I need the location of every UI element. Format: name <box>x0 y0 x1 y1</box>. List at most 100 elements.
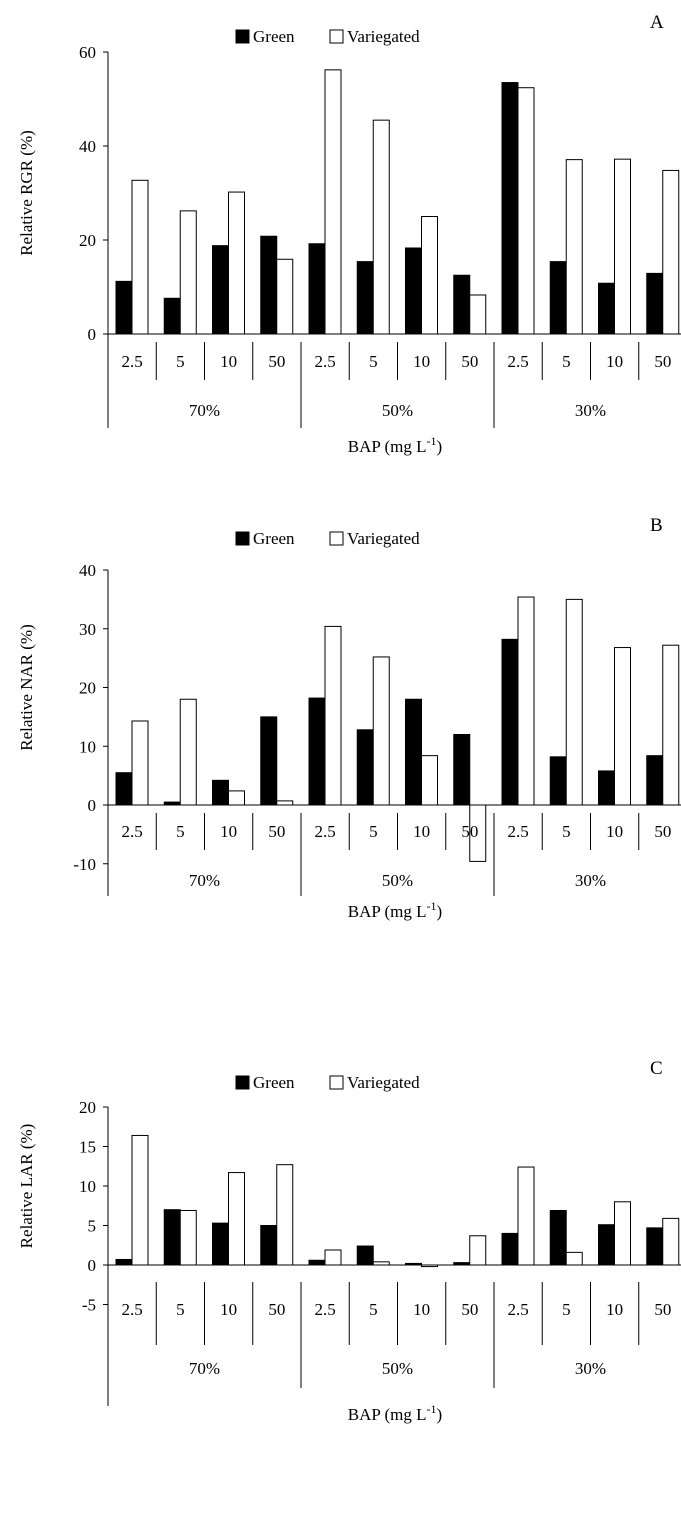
bar-green <box>501 82 519 335</box>
group-label: 70% <box>189 401 220 420</box>
bar-variegated <box>228 191 245 335</box>
bar-variegated <box>421 1264 438 1268</box>
category-label: 50 <box>461 352 478 371</box>
bar-variegated <box>276 1164 294 1266</box>
bar-variegated <box>517 87 535 335</box>
group-label: 30% <box>575 1359 606 1378</box>
bar-variegated <box>179 210 197 335</box>
category-label: 2.5 <box>122 822 143 841</box>
x-axis-title-suffix: ) <box>437 902 443 921</box>
legend-swatch-green <box>235 29 250 44</box>
category-label: 2.5 <box>122 1300 143 1319</box>
y-tick-label: 0 <box>88 325 97 344</box>
bar-green <box>453 1262 471 1266</box>
legend-label-variegated: Variegated <box>347 1073 420 1092</box>
bar-variegated <box>614 1201 631 1266</box>
y-tick-label: 0 <box>88 796 97 815</box>
bar-green <box>115 772 133 806</box>
category-label: 2.5 <box>122 352 143 371</box>
bar-green <box>115 280 133 335</box>
y-tick-label: 30 <box>79 620 96 639</box>
bar-green <box>356 1245 374 1266</box>
bar-variegated <box>614 158 631 335</box>
bar-variegated <box>662 644 680 806</box>
x-axis-title: BAP (mg L-1) <box>348 1402 442 1424</box>
category-label: 10 <box>220 352 237 371</box>
bar-green <box>598 770 615 806</box>
legend-label-variegated: Variegated <box>347 27 420 46</box>
bar-green <box>453 274 471 335</box>
bar-green <box>260 235 278 335</box>
legend-swatch-green <box>235 531 250 546</box>
bar-green <box>405 247 422 335</box>
category-label: 10 <box>413 1300 430 1319</box>
bar-variegated <box>372 656 390 806</box>
category-label: 5 <box>176 822 185 841</box>
bar-variegated <box>421 755 438 806</box>
bar-variegated <box>565 1251 583 1266</box>
bar-green <box>501 1232 519 1266</box>
category-label: 5 <box>176 352 185 371</box>
legend-swatch-green <box>235 1075 250 1090</box>
bar-variegated <box>372 1261 390 1266</box>
category-label: 10 <box>606 1300 623 1319</box>
bar-green <box>308 697 326 806</box>
y-tick-label: -10 <box>73 855 96 874</box>
bar-green <box>356 729 374 806</box>
bar-variegated <box>324 69 342 335</box>
bar-variegated <box>131 179 149 335</box>
group-label: 30% <box>575 871 606 890</box>
x-axis-title-main: BAP (mg L <box>348 1405 427 1424</box>
bar-green <box>212 1222 229 1266</box>
legend-swatch-variegated <box>329 1075 344 1090</box>
group-label: 70% <box>189 1359 220 1378</box>
bar-green <box>308 1259 326 1266</box>
bar-green <box>598 1224 615 1266</box>
category-label: 10 <box>606 822 623 841</box>
group-label: 30% <box>575 401 606 420</box>
bar-green <box>260 716 278 806</box>
y-tick-label: 5 <box>88 1217 97 1236</box>
bar-variegated <box>179 1209 197 1266</box>
bar-variegated <box>276 258 294 335</box>
legend-swatch-variegated <box>329 29 344 44</box>
x-axis-title-main: BAP (mg L <box>348 902 427 921</box>
x-axis-title-superscript: -1 <box>427 899 437 913</box>
bar-variegated <box>517 596 535 806</box>
panel-letter: B <box>650 515 663 536</box>
bar-green <box>646 1227 664 1266</box>
bar-variegated <box>662 169 680 335</box>
bar-green <box>163 297 181 335</box>
bar-variegated <box>517 1166 535 1266</box>
category-label: 2.5 <box>508 352 529 371</box>
y-tick-label: 40 <box>79 561 96 580</box>
y-tick-label: 10 <box>79 737 96 756</box>
bar-variegated <box>469 294 487 335</box>
category-label: 50 <box>461 822 478 841</box>
bar-variegated <box>131 1134 149 1266</box>
bar-variegated <box>469 804 487 862</box>
category-label: 50 <box>461 1300 478 1319</box>
bar-variegated <box>228 1172 245 1266</box>
bar-variegated <box>228 790 245 806</box>
panel-letter: C <box>650 1058 663 1079</box>
y-tick-label: 0 <box>88 1256 97 1275</box>
bar-green <box>212 245 229 335</box>
y-tick-label: 15 <box>79 1138 96 1157</box>
y-tick-label: 10 <box>79 1177 96 1196</box>
x-axis-title-suffix: ) <box>437 1405 443 1424</box>
bar-green <box>646 755 664 806</box>
group-label: 50% <box>382 401 413 420</box>
category-label: 50 <box>268 352 285 371</box>
category-label: 5 <box>562 352 571 371</box>
category-label: 5 <box>562 822 571 841</box>
bar-variegated <box>324 1249 342 1266</box>
chart-panel-b: -10 0 10 20 30 40 Relative NAR (%) 2.5 5 10 50 2.5 5… <box>17 515 681 921</box>
group-label: 70% <box>189 871 220 890</box>
category-label: 5 <box>369 822 378 841</box>
category-label: 10 <box>413 352 430 371</box>
bar-green <box>212 779 229 806</box>
bar-variegated <box>565 598 583 806</box>
category-label: 50 <box>654 352 671 371</box>
